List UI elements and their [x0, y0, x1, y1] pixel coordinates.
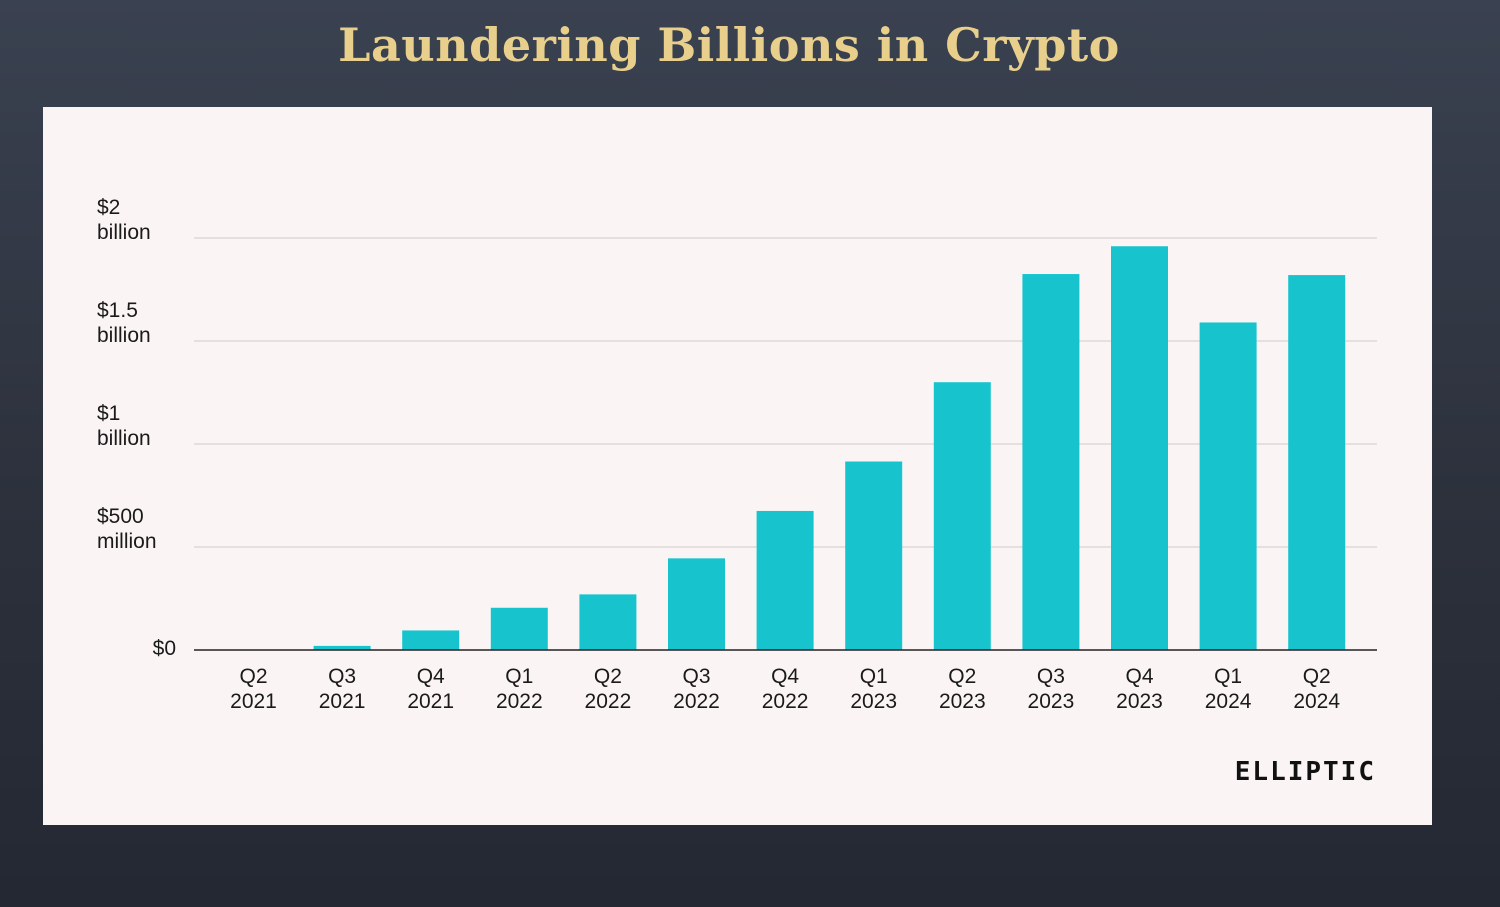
- x-tick-label: Q3 2022: [673, 665, 720, 713]
- bar: [756, 510, 814, 650]
- y-tick-label: $1.5 billion: [97, 299, 151, 347]
- gridlines: [194, 237, 1377, 548]
- bar-chart: $0 $500 million $1 billion $1.5 billion $2 billi…: [97, 196, 1377, 713]
- bar: [1111, 246, 1168, 651]
- y-tick-label: $1 billion: [97, 402, 151, 450]
- x-tick-labels: Q2 2021 Q3 2021 Q4 2021 Q1 2022 Q2 2022 Q3 2022 Q4 20…: [230, 665, 1340, 713]
- bar: [490, 607, 548, 650]
- x-tick-label: Q2 2023: [939, 665, 986, 713]
- chart-panel: $0 $500 million $1 billion $1.5 billion $2 billi…: [43, 107, 1432, 825]
- y-tick-label: $2 billion: [97, 196, 151, 244]
- bar: [933, 382, 991, 650]
- bar: [1199, 322, 1257, 650]
- x-tick-label: Q2 2024: [1293, 665, 1340, 713]
- bar: [1022, 274, 1080, 650]
- x-tick-label: Q1 2024: [1205, 665, 1252, 713]
- x-tick-label: Q4 2021: [407, 665, 454, 713]
- x-tick-label: Q2 2022: [585, 665, 632, 713]
- x-tick-label: Q4 2023: [1116, 665, 1163, 713]
- x-tick-label: Q1 2023: [850, 665, 897, 713]
- y-tick-labels: $0 $500 million $1 billion $1.5 billion $2 billi…: [97, 196, 176, 660]
- y-tick-label: $0: [153, 637, 176, 660]
- elliptic-logo: ELLIPTIC: [1234, 757, 1376, 787]
- bar: [313, 645, 371, 650]
- bar: [668, 558, 725, 650]
- x-tick-label: Q3 2021: [319, 665, 366, 713]
- x-tick-label: Q2 2021: [230, 665, 277, 713]
- bar: [1288, 275, 1346, 650]
- x-tick-label: Q4 2022: [762, 665, 809, 713]
- bar: [402, 630, 460, 650]
- x-tick-label: Q3 2023: [1028, 665, 1075, 713]
- bar: [579, 594, 637, 650]
- y-tick-label: $500 million: [97, 505, 157, 553]
- bar: [845, 461, 903, 650]
- x-tick-label: Q1 2022: [496, 665, 543, 713]
- bars: [225, 246, 1346, 651]
- page-title: Laundering Billions in Crypto: [338, 18, 1120, 72]
